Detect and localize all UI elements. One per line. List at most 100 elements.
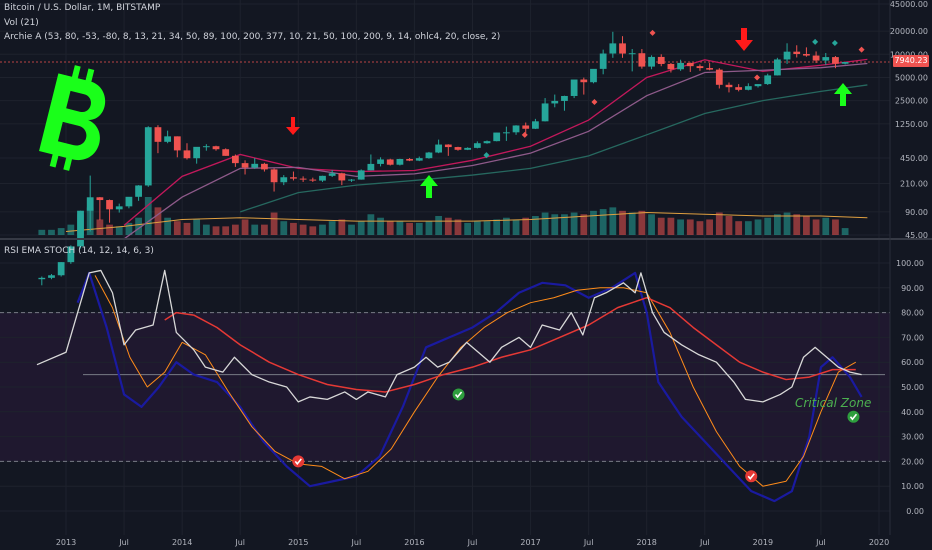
- volume-bar: [115, 226, 123, 235]
- candle-body: [299, 178, 307, 180]
- candle-body: [386, 159, 394, 165]
- time-tick-label: 2013: [56, 538, 76, 547]
- volume-bar: [532, 216, 539, 235]
- time-tick-label: 2017: [520, 538, 540, 547]
- candle-body: [348, 179, 355, 181]
- candle-body: [115, 206, 123, 210]
- grid: [0, 0, 890, 535]
- candle-body: [628, 53, 636, 55]
- time-tick-label: 2014: [172, 538, 192, 547]
- oscillator-line-stoch_d: [94, 275, 857, 487]
- moving-average-line: [123, 62, 868, 240]
- price-tick-label: 45.00: [905, 231, 928, 240]
- candle-body: [686, 62, 694, 67]
- candle-body: [280, 177, 288, 183]
- volume-bar: [38, 229, 46, 235]
- green-check-icon: [847, 410, 860, 423]
- volume-bar: [841, 228, 849, 235]
- volume-bar: [309, 226, 317, 235]
- signal-marker: [521, 131, 528, 138]
- signal-marker: [649, 29, 656, 36]
- candle-body: [599, 53, 607, 69]
- candle-body: [270, 169, 278, 183]
- volume-bar: [183, 222, 191, 235]
- time-axis: 2013 Jul 2014 Jul 2015 Jul 2016 Jul 2017 Jul 2018 J…: [56, 538, 889, 547]
- volume-bar: [338, 219, 346, 235]
- volume-bar: [193, 219, 201, 235]
- volume-ma-line: [65, 212, 868, 233]
- oscillator-title[interactable]: RSI EMA STOCH (14, 12, 14, 6, 3): [4, 246, 154, 256]
- volume-bar: [464, 222, 472, 235]
- volume-bar: [348, 224, 355, 235]
- candle-body: [154, 127, 162, 142]
- green-up-arrow-icon: [420, 175, 438, 198]
- signal-marker: [483, 152, 490, 159]
- volume-bar: [725, 216, 733, 235]
- signal-marker: [754, 74, 761, 81]
- volume-bar: [696, 221, 704, 235]
- archie-indicator-label[interactable]: Archie A (53, 80, -53, -80, 8, 13, 21, 3…: [4, 32, 501, 42]
- candle-body: [464, 147, 472, 150]
- volume-bar: [144, 197, 152, 235]
- red-down-arrow-icon: [286, 117, 300, 135]
- volume-bar: [706, 219, 714, 235]
- candle-body: [764, 75, 772, 85]
- volume-bar: [406, 222, 413, 235]
- time-tick-label: Jul: [699, 538, 710, 547]
- symbol-title[interactable]: Bitcoin / U.S. Dollar, 1M, BITSTAMP: [4, 3, 161, 13]
- time-tick-label: Jul: [351, 538, 362, 547]
- candle-body: [319, 175, 326, 181]
- oscillator-line-rsi: [36, 269, 862, 403]
- price-tick-label: 20000.00: [890, 27, 928, 36]
- volume-bar: [96, 219, 104, 235]
- signal-marker: [812, 38, 819, 45]
- candle-body: [803, 54, 810, 56]
- volume-bar: [483, 221, 491, 235]
- volume-bar: [135, 217, 142, 235]
- oscillator-markers: [292, 388, 860, 483]
- candle-body: [793, 51, 801, 55]
- price-tick-label: 2500.00: [895, 97, 928, 106]
- volume-bar: [628, 212, 636, 235]
- time-tick-label: 2020: [869, 538, 889, 547]
- signal-markers: [483, 29, 865, 159]
- price-tick-label: 210.00: [900, 179, 928, 188]
- candle-body: [261, 163, 268, 170]
- candle-body: [444, 144, 452, 148]
- candle-body: [125, 196, 133, 207]
- volume-indicator-label[interactable]: Vol (21): [4, 18, 39, 28]
- bitcoin-logo-icon: [39, 65, 106, 171]
- green-up-arrow-icon: [834, 83, 852, 106]
- time-tick-label: Jul: [583, 538, 594, 547]
- critical-zone-annotation: Critical Zone: [795, 396, 871, 410]
- time-tick-label: Jul: [467, 538, 478, 547]
- green-check-icon: [452, 388, 465, 401]
- volume-bar: [386, 221, 394, 235]
- volume-bar: [715, 212, 723, 235]
- volume-bar: [377, 217, 384, 235]
- volume-bar: [251, 224, 259, 235]
- candle-body: [377, 159, 384, 164]
- candle-body: [754, 84, 762, 87]
- volume-bar: [648, 214, 655, 235]
- candle-body: [86, 197, 94, 211]
- oscillator-tick-label: 10.00: [901, 482, 924, 491]
- volume-bar: [415, 222, 423, 235]
- signal-marker: [591, 99, 598, 106]
- candle-body: [406, 158, 413, 161]
- candle-body: [357, 170, 365, 180]
- candle-body: [473, 143, 481, 148]
- candle-body: [657, 56, 665, 64]
- candle-body: [183, 150, 191, 159]
- candle-body: [77, 210, 84, 247]
- volume-bar: [125, 222, 133, 235]
- volume-bar: [590, 210, 597, 235]
- volume-bar: [619, 210, 626, 235]
- volume-bar: [570, 212, 578, 235]
- candle-body: [532, 121, 539, 129]
- candle-body: [57, 262, 65, 276]
- candle-body: [783, 51, 791, 60]
- volume-bar: [454, 219, 462, 235]
- volume-bar: [57, 228, 65, 235]
- oscillator-tick-label: 20.00: [901, 457, 924, 466]
